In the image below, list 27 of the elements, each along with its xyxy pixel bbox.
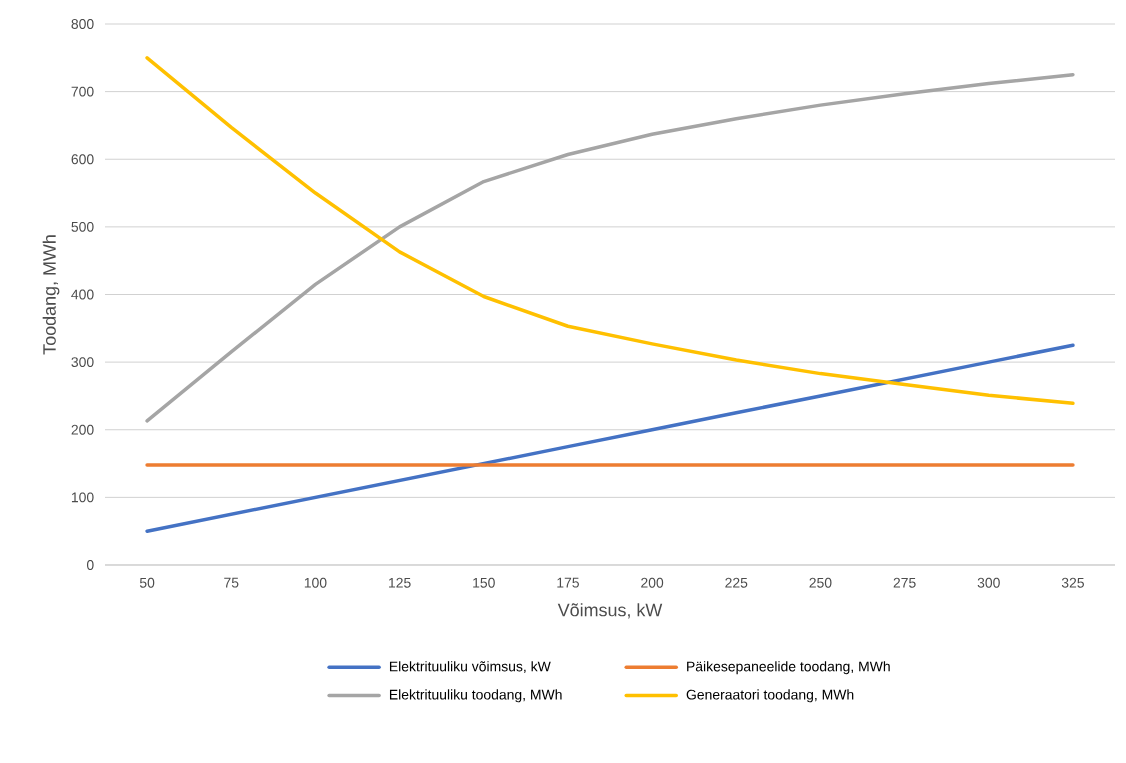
x-tick-label: 325: [1061, 577, 1084, 588]
x-tick-label: 200: [641, 577, 664, 588]
y-tick-label: 600: [71, 154, 94, 165]
x-tick-label: 275: [893, 577, 916, 588]
y-tick-label: 0: [86, 560, 94, 570]
x-tick-label: 300: [977, 577, 1000, 588]
y-axis-title: Toodang, MWh: [42, 235, 60, 355]
legend-label: Elektrituuliku toodang, MWh: [389, 689, 562, 703]
legend-label: Elektrituuliku võimsus, kW: [389, 661, 551, 674]
x-tick-label: 125: [389, 577, 411, 588]
y-tick-label: 400: [71, 289, 94, 300]
y-tick-label: 200: [71, 424, 94, 435]
x-tick-label: 75: [224, 577, 239, 588]
x-tick-label: 100: [304, 577, 327, 588]
x-tick-label: 225: [725, 577, 748, 588]
y-tick-label: 100: [71, 492, 94, 503]
x-tick-label: 50: [139, 577, 155, 588]
x-tick-label: 250: [809, 577, 832, 588]
x-tick-label: 150: [473, 577, 495, 588]
legend-label: Päikesepaneelide toodang, MWh: [687, 661, 890, 675]
y-tick-label: 800: [71, 19, 94, 29]
y-tick-label: 500: [71, 221, 94, 232]
x-tick-label: 175: [557, 577, 579, 588]
y-tick-label: 700: [71, 86, 94, 97]
y-tick-label: 300: [71, 357, 94, 368]
legend-label: Generaatori toodang, MWh: [686, 689, 854, 703]
x-axis-title: Võimsus, kW: [557, 603, 663, 619]
